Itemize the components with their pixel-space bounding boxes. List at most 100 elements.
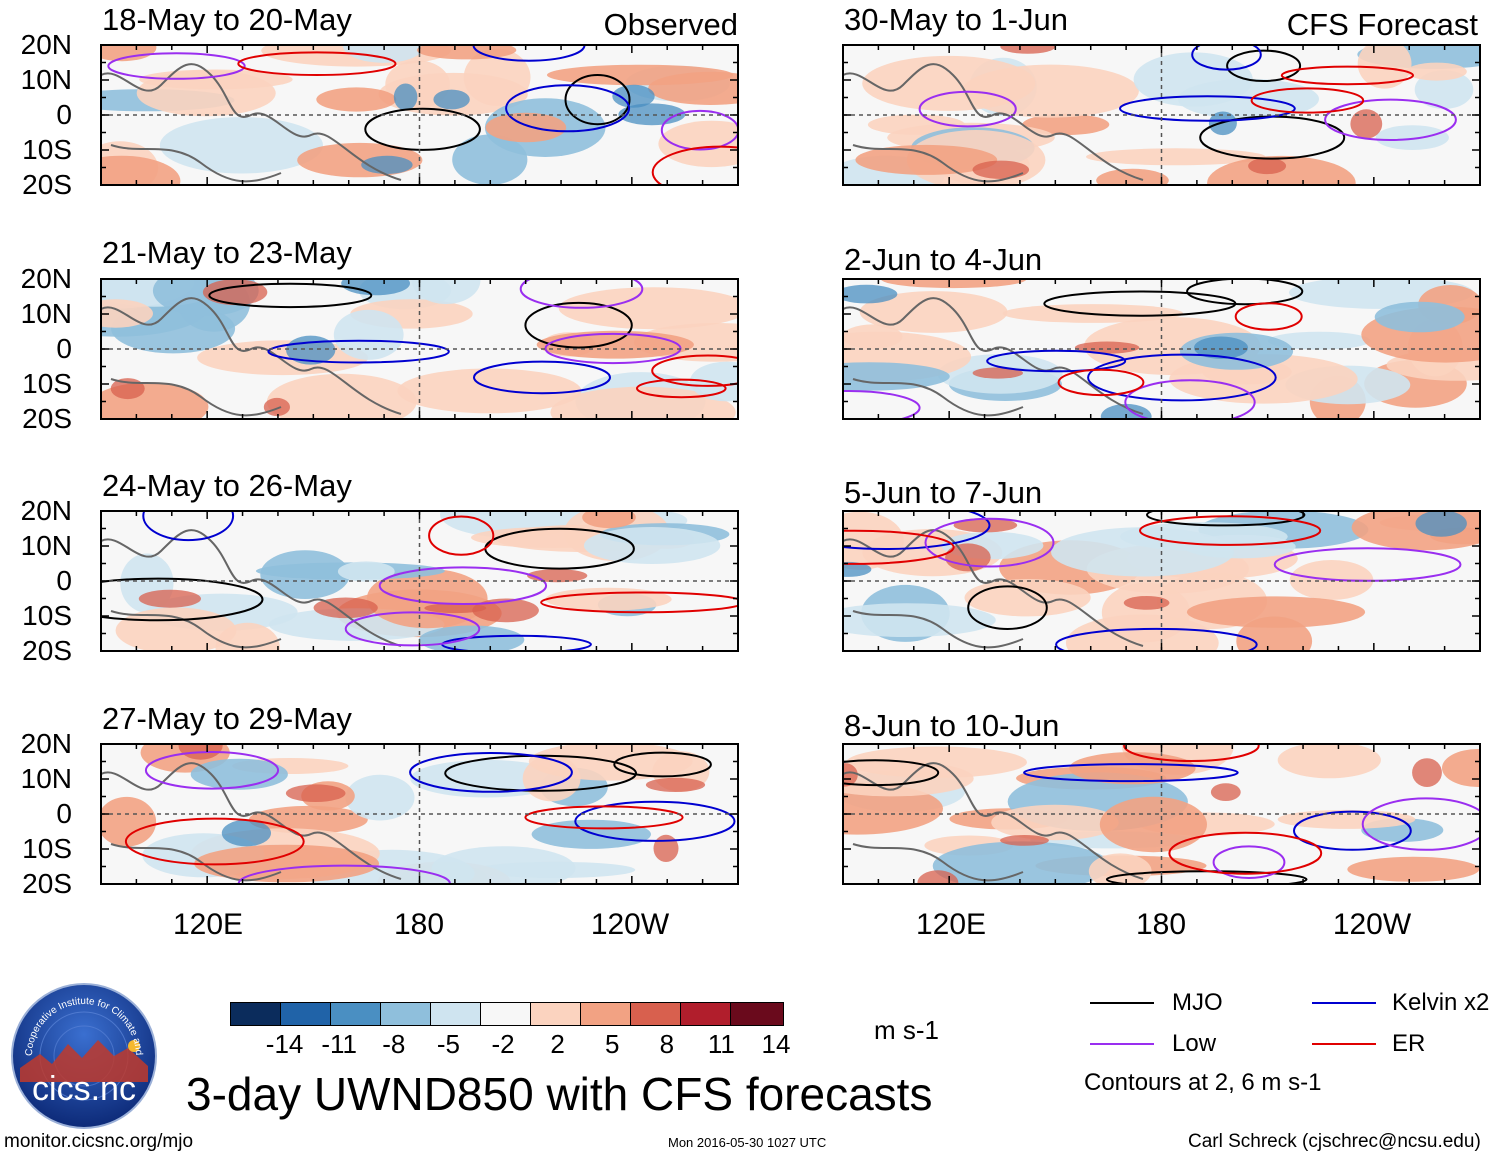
legend-er-label: ER <box>1392 1030 1426 1057</box>
heatmap-panel-obs-1 <box>100 44 739 186</box>
contour-kelvin <box>1087 353 1277 402</box>
anomaly-shading <box>843 362 950 391</box>
anomaly-shading <box>1194 336 1248 359</box>
anomaly-shading <box>1000 835 1049 846</box>
anomaly-shading <box>972 367 1023 379</box>
heatmap-panel-fcst-3 <box>842 510 1481 652</box>
anomaly-shading <box>411 279 481 304</box>
anomaly-shading <box>1051 527 1234 577</box>
contour-er <box>1280 65 1414 86</box>
colorbar-level-label: 11 <box>707 1029 735 1059</box>
colorbar-swatch <box>430 1002 484 1026</box>
anomaly-shading <box>1277 809 1416 829</box>
y-tick-label: 20S <box>22 635 72 666</box>
contour-er <box>124 817 305 866</box>
contour-kelvin <box>1055 627 1258 651</box>
anomaly-shading <box>1412 758 1442 787</box>
contour-er <box>651 354 738 387</box>
anomaly-shading <box>550 386 736 419</box>
contour-er <box>1123 744 1260 762</box>
legend-kelvin-label: Kelvin x2 <box>1392 989 1490 1016</box>
anomaly-shading <box>843 561 872 577</box>
contour-mjo <box>101 577 264 622</box>
anomaly-shading <box>1022 113 1110 136</box>
anomaly-shading <box>1267 331 1371 350</box>
legend-er-line <box>1312 1043 1376 1045</box>
anomaly-shading <box>972 160 1030 179</box>
contour-low <box>378 566 548 605</box>
anomaly-shading <box>452 134 528 185</box>
contour-kelvin <box>843 511 991 550</box>
colorbar-level-label: -8 <box>382 1029 406 1059</box>
contour-mjo <box>1226 49 1302 82</box>
anomaly-shading <box>945 543 991 572</box>
panel-title: 2-Jun to 4-Jun <box>844 242 1043 277</box>
y-tick-label: 10S <box>22 134 72 165</box>
contour-mjo <box>843 759 940 787</box>
colorbar-swatch <box>480 1002 534 1026</box>
y-tick-label: 10N <box>20 298 72 329</box>
contour-mjo <box>524 301 633 349</box>
anomaly-shading <box>1406 62 1467 81</box>
anomaly-shading <box>248 805 368 834</box>
y-tick-label: 20S <box>22 169 72 200</box>
heatmap-panel-obs-2 <box>100 278 739 420</box>
colorbar-level-label: 14 <box>761 1029 791 1059</box>
x-tick-label: 180 <box>1135 908 1187 941</box>
contour-low <box>918 90 1017 128</box>
panel-title: 21-May to 23-May <box>102 235 352 270</box>
contour-mjo <box>1186 279 1304 306</box>
anomaly-shading <box>101 796 157 847</box>
colorbar-level-label: -2 <box>491 1029 515 1059</box>
contour-mjo <box>1043 290 1237 317</box>
anomaly-shading <box>393 83 418 111</box>
contour-low <box>660 109 738 151</box>
contour-er <box>1139 515 1322 546</box>
contour-low <box>144 751 280 790</box>
colorbar-level-label: 2 <box>550 1029 565 1059</box>
coastline <box>843 297 1144 415</box>
anomaly-shading <box>285 784 346 802</box>
observed-header: Observed <box>603 7 738 42</box>
heatmap-panel-fcst-2 <box>842 278 1481 420</box>
x-tick-label: 120W <box>590 908 670 941</box>
anomaly-shading <box>138 589 201 608</box>
y-tick-label: 0 <box>56 798 72 829</box>
coastline <box>843 762 1144 880</box>
panel-title: 30-May to 1-Jun <box>844 2 1068 37</box>
anomaly-shading <box>582 511 636 529</box>
anomaly-shading <box>485 112 567 143</box>
anomaly-shading <box>558 287 738 330</box>
x-tick-label: 120E <box>172 908 244 941</box>
anomaly-shading <box>159 117 323 174</box>
y-tick-label: 10N <box>20 64 72 95</box>
contour-mjo <box>208 282 373 309</box>
contour-low <box>107 52 246 80</box>
y-tick-label: 20S <box>22 868 72 899</box>
anomaly-shading <box>431 846 576 884</box>
anomaly-shading <box>424 603 487 614</box>
contour-mjo <box>444 754 638 792</box>
anomaly-shading <box>416 45 517 60</box>
y-tick-label: 10S <box>22 600 72 631</box>
colorbar-swatch <box>680 1002 734 1026</box>
contour-low <box>1361 797 1480 851</box>
anomaly-shading <box>855 144 998 175</box>
coastline <box>110 843 282 882</box>
footer-url[interactable]: monitor.cicsnc.org/mjo <box>4 1131 194 1152</box>
anomaly-shading <box>964 579 1091 617</box>
contour-er <box>843 529 955 565</box>
cics-nc-logo: Cooperative Institute for Climate and Sa… <box>10 982 157 1129</box>
legend-low-label: Low <box>1172 1030 1217 1057</box>
contour-er <box>1057 368 1145 397</box>
anomaly-shading <box>1347 856 1480 882</box>
anomaly-shading <box>266 373 417 419</box>
heatmap-panel-obs-4 <box>100 743 739 885</box>
contour-kelvin <box>1023 763 1239 783</box>
anomaly-shading <box>101 155 181 185</box>
anomaly-shading <box>101 299 153 328</box>
coastline <box>110 610 282 649</box>
anomaly-shading <box>1375 125 1449 150</box>
contour-er <box>1234 302 1303 331</box>
y-tick-label: 10S <box>22 833 72 864</box>
